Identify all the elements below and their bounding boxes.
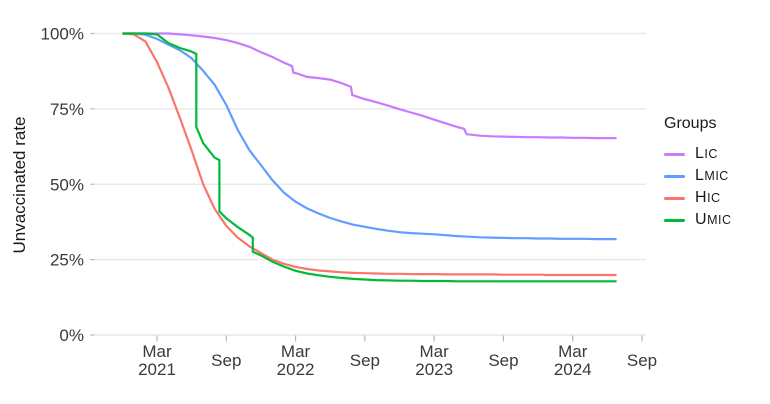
legend-item-lic: LIC — [664, 143, 731, 165]
series-line-lic — [122, 32, 617, 140]
y-tick-label: 50% — [50, 175, 84, 194]
x-tick-label: Mar — [142, 342, 172, 361]
x-tick-label: Sep — [627, 351, 657, 370]
legend-item-label: LIC — [695, 145, 718, 162]
x-tick-label: Mar — [558, 342, 588, 361]
y-tick-label: 100% — [41, 25, 84, 44]
legend-line-marker-lic — [664, 152, 685, 156]
legend-title: Groups — [664, 115, 717, 132]
x-tick-label: 2024 — [554, 360, 592, 379]
x-tick-label: Sep — [211, 351, 241, 370]
series-line-hic — [122, 32, 617, 277]
y-axis-title: Unvaccinated rate — [10, 116, 29, 254]
legend-item-hic: HIC — [664, 187, 731, 209]
x-tick-label: Mar — [281, 342, 311, 361]
x-tick-label: Sep — [350, 351, 380, 370]
legend-items: LIC LMIC HIC UMIC — [664, 143, 731, 231]
series-line-umic — [122, 32, 617, 283]
legend-item-umic: UMIC — [664, 209, 731, 231]
y-tick-label: 25% — [50, 251, 84, 270]
legend-line-marker-lmic — [664, 174, 685, 178]
y-tick-label: 75% — [50, 100, 84, 119]
x-tick-label: 2023 — [415, 360, 453, 379]
series-line-lmic — [122, 32, 617, 241]
y-tick-label: 0% — [59, 326, 84, 345]
x-tick-label: Sep — [488, 351, 518, 370]
x-tick-label: 2022 — [277, 360, 315, 379]
x-tick-label: 2021 — [138, 360, 176, 379]
legend-line-marker-hic — [664, 196, 685, 200]
legend-item-label: LMIC — [695, 167, 729, 184]
legend-item-label: UMIC — [695, 211, 732, 228]
legend-item-lmic: LMIC — [664, 165, 731, 187]
legend: Groups LIC LMIC HIC UMIC — [664, 115, 731, 231]
legend-line-marker-umic — [664, 218, 685, 222]
legend-item-label: HIC — [695, 189, 721, 206]
x-tick-label: Mar — [420, 342, 450, 361]
